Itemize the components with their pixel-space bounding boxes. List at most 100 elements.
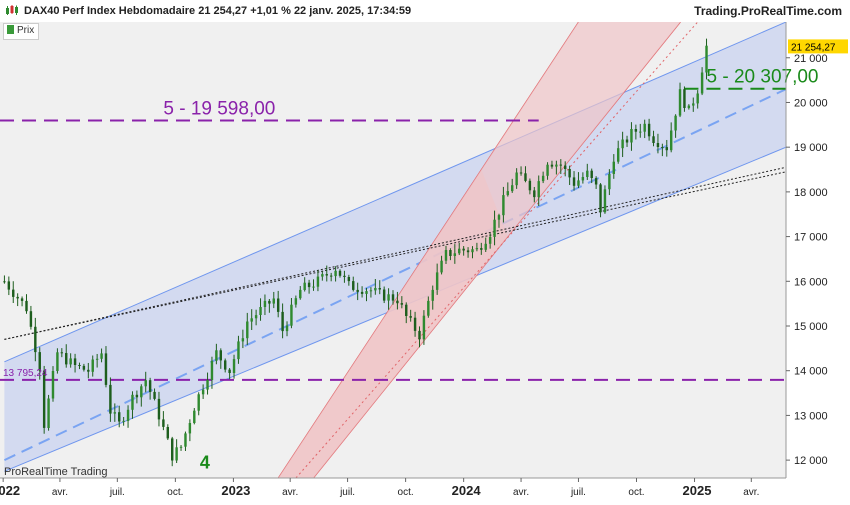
x-tick-label: 2023: [221, 483, 250, 498]
candle-body: [405, 304, 408, 316]
y-tick-label: 16 000: [794, 276, 828, 288]
candle-body: [466, 250, 470, 253]
candle-body: [135, 394, 139, 398]
candle-body: [678, 89, 682, 116]
candle-body: [519, 172, 523, 174]
candle-body: [246, 321, 249, 339]
candle-body: [616, 148, 620, 162]
candle-body: [20, 298, 24, 301]
candle-body: [696, 93, 699, 104]
candle-body: [171, 438, 174, 461]
candle-body: [29, 311, 33, 327]
candle-body: [427, 300, 430, 316]
candle-body: [241, 338, 245, 342]
candle-body: [603, 189, 607, 213]
horizontal-level-label-0: 5 - 19 598,00: [163, 98, 275, 119]
watermark: ProRealTime Trading: [4, 466, 108, 478]
x-tick-label: oct.: [628, 487, 644, 498]
y-tick-label: 21 000: [794, 53, 828, 65]
horizontal-level-label-2: 13 795,24: [3, 368, 48, 379]
candle-body: [60, 352, 64, 354]
candle-body: [453, 253, 457, 256]
candle-body: [188, 423, 192, 434]
candle-body: [42, 370, 46, 428]
x-tick-label: 2025: [683, 483, 712, 498]
candle-body: [590, 170, 593, 178]
x-tick-label: avr.: [52, 487, 68, 498]
candle-body: [91, 359, 94, 372]
candle-body: [223, 360, 227, 370]
candle-body: [639, 131, 642, 133]
candlestick-chart-icon: [6, 5, 18, 15]
candle-body: [179, 446, 183, 448]
candle-body: [475, 248, 479, 250]
candle-body: [661, 147, 664, 148]
candles: [3, 38, 708, 467]
y-tick-label: 20 000: [794, 97, 828, 109]
candle-body: [228, 369, 231, 373]
candle-body: [378, 288, 381, 290]
candle-body: [210, 360, 214, 380]
x-tick-label: juil.: [109, 487, 125, 498]
candle-body: [409, 316, 412, 318]
candle-body: [343, 275, 346, 277]
candle-body: [215, 350, 218, 361]
candle-body: [144, 380, 147, 387]
candle-body: [166, 427, 170, 439]
x-tick-label: oct.: [167, 487, 183, 498]
red-channel-fill-extended: [278, 22, 681, 478]
last-price-label: 21 254,27: [791, 42, 836, 53]
candle-body: [387, 294, 390, 301]
x-tick-label: oct.: [398, 487, 414, 498]
candle-body: [153, 391, 156, 399]
candle-body: [506, 191, 510, 196]
candle-body: [285, 325, 289, 332]
dotted-trendline-1: [4, 171, 786, 340]
candle-body: [65, 353, 68, 365]
candle-body: [51, 371, 55, 399]
candle-body: [422, 315, 426, 340]
candle-body: [440, 260, 443, 273]
candle-body: [488, 236, 492, 244]
candle-body: [541, 175, 545, 182]
candle-body: [193, 410, 196, 423]
price-legend[interactable]: Prix: [3, 23, 40, 40]
candle-body: [69, 358, 72, 365]
candle-body: [34, 326, 37, 353]
candle-body: [113, 412, 117, 414]
candle-body: [400, 303, 404, 305]
y-tick-label: 18 000: [794, 187, 828, 199]
candle-body: [612, 161, 615, 174]
candle-body: [625, 139, 629, 143]
candle-body: [391, 294, 395, 301]
candle-body: [16, 296, 19, 299]
candle-body: [356, 289, 359, 292]
candle-body: [162, 419, 165, 427]
candle-body: [184, 433, 187, 447]
site-name[interactable]: Trading.ProRealTime.com: [694, 4, 842, 18]
candle-body: [568, 169, 571, 178]
y-tick-label: 14 000: [794, 366, 828, 378]
candle-body: [674, 115, 677, 131]
red-channel-dotted-line: [295, 22, 699, 478]
candle-body: [524, 173, 527, 181]
candle-body: [550, 164, 554, 167]
candle-body: [365, 291, 368, 294]
candle-body: [559, 164, 563, 166]
candle-body: [250, 318, 253, 322]
candle-body: [581, 177, 585, 181]
candle-body: [608, 174, 611, 190]
candle-body: [369, 290, 373, 292]
candle-body: [484, 243, 487, 250]
candle-body: [47, 398, 50, 428]
candle-body: [73, 358, 77, 365]
candle-body: [537, 181, 540, 198]
candle-body: [665, 147, 668, 151]
candle-body: [259, 307, 262, 315]
candle-body: [175, 447, 178, 461]
candle-body: [109, 384, 112, 414]
candle-body: [700, 72, 704, 94]
candle-body: [254, 315, 258, 319]
candle-body: [100, 353, 103, 359]
